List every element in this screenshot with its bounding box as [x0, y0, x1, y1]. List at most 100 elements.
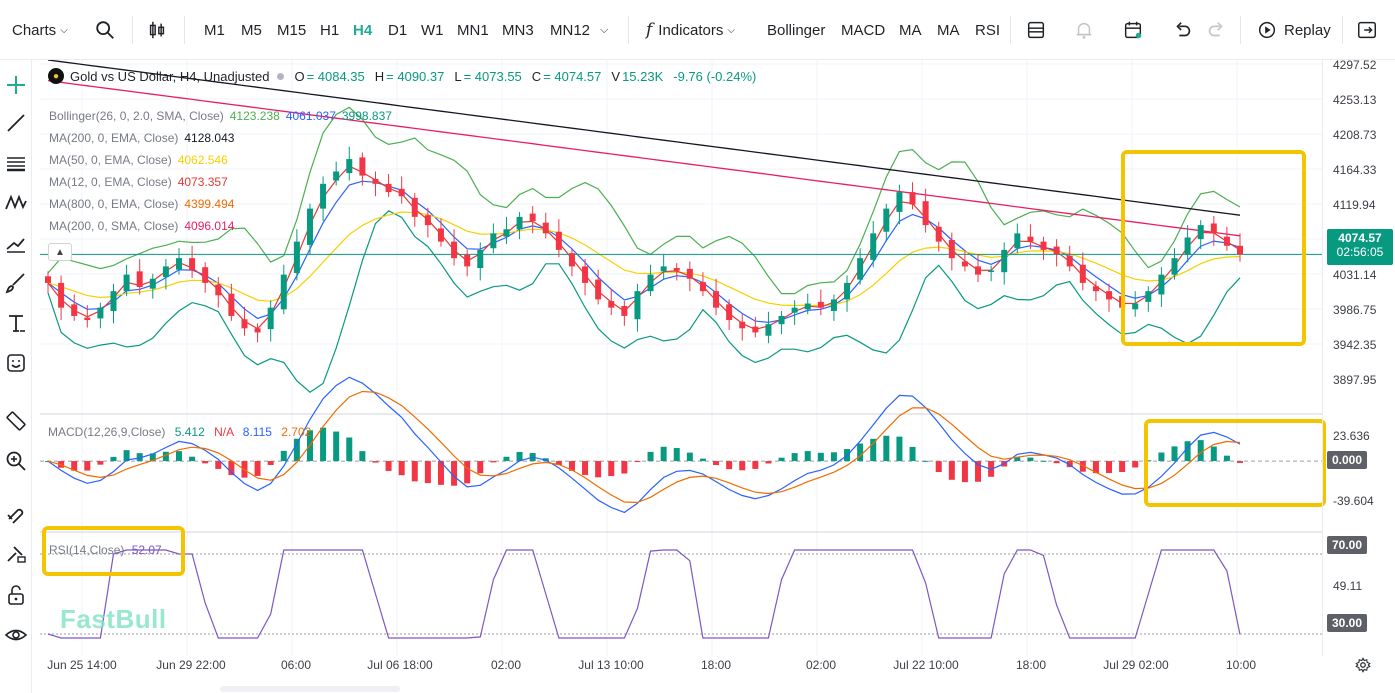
legend-row[interactable]: MA(200, 0, SMA, Close) 4096.014 — [49, 219, 234, 233]
legend-row[interactable]: MA(50, 0, EMA, Close) 4062.546 — [49, 153, 228, 167]
macd-histogram-bar — [189, 456, 196, 462]
search-icon[interactable] — [94, 0, 116, 60]
open-key: O — [294, 68, 305, 84]
macd-histogram-bar — [778, 457, 785, 462]
legend-value: 4096.014 — [184, 219, 235, 233]
magnet-icon[interactable] — [3, 500, 29, 526]
candle-body — [320, 183, 327, 209]
horizontal-lines-icon[interactable] — [3, 150, 29, 176]
rsi-label: RSI(14,Close) — [49, 543, 125, 557]
macd-histogram-bar — [870, 438, 877, 462]
ma200-ema-line — [47, 60, 1241, 216]
candle-body — [582, 266, 589, 283]
timeframe-w1[interactable]: W1 — [421, 21, 444, 39]
volume-key: V — [611, 68, 621, 84]
timeframe-mn1[interactable]: MN1 — [457, 21, 489, 39]
chart-canvas[interactable] — [40, 60, 1322, 656]
candle-body — [975, 266, 982, 275]
emoji-icon[interactable] — [3, 350, 29, 376]
timeframe-h4[interactable]: H4 — [353, 21, 373, 39]
highlight-box-macd — [1144, 419, 1326, 507]
legend-row[interactable]: Bollinger(26, 0, 2.0, SMA, Close) 4123.23… — [49, 109, 392, 123]
lock-icon[interactable] — [3, 582, 29, 608]
macd-histogram-bar — [975, 461, 982, 482]
timeframe-m15[interactable]: M15 — [277, 21, 307, 39]
indicator-ma-1[interactable]: MA — [899, 21, 922, 39]
indicator-bollinger[interactable]: Bollinger — [767, 21, 826, 39]
macd-histogram-bar — [136, 453, 143, 462]
calendar-icon[interactable] — [1122, 0, 1144, 60]
eye-icon[interactable] — [3, 622, 29, 648]
rsi-legend[interactable]: RSI(14,Close) 52.07 — [49, 543, 162, 557]
timeframe-mn12[interactable]: MN12 — [550, 21, 591, 39]
macd-histogram-bar — [595, 461, 602, 478]
bollinger-upper-line — [47, 106, 1241, 295]
indicator-ma-2[interactable]: MA — [937, 21, 960, 39]
legend-label: MA(800, 0, EMA, Close) — [49, 197, 179, 211]
crosshair-icon[interactable] — [3, 72, 29, 98]
candle-body — [1223, 236, 1230, 246]
lock-drawing-icon[interactable] — [3, 540, 29, 566]
gear-icon[interactable] — [1354, 656, 1374, 676]
legend-label: Bollinger(26, 0, 2.0, SMA, Close) — [49, 109, 224, 123]
current-price-badge: 4074.57 02:56:05 — [1327, 229, 1393, 265]
timeframe-m1[interactable]: M1 — [204, 21, 225, 39]
brush-icon[interactable] — [3, 270, 29, 296]
fullscreen-icon[interactable] — [1356, 0, 1378, 60]
replay-button[interactable]: Replay — [1256, 0, 1331, 60]
pattern-icon[interactable] — [3, 190, 29, 216]
redo-icon[interactable] — [1205, 0, 1227, 60]
timeframe-mn3[interactable]: MN3 — [502, 21, 534, 39]
zoom-in-icon[interactable] — [3, 448, 29, 474]
indicator-macd[interactable]: MACD — [841, 21, 886, 39]
macd-histogram-bar — [1132, 461, 1139, 468]
indicator-rsi[interactable]: RSI — [975, 21, 1001, 39]
indicators-button[interactable]: f Indicators ⌵ — [646, 0, 735, 60]
layout-icon[interactable] — [1025, 0, 1047, 60]
macd-histogram-bar — [84, 461, 91, 471]
candle-body — [451, 241, 458, 259]
text-tool-icon[interactable] — [3, 310, 29, 336]
low-key: L — [454, 68, 462, 84]
time-scrollbar[interactable] — [220, 686, 400, 692]
timeframe-m5[interactable]: M5 — [241, 21, 262, 39]
timeframes-chevron-down-icon[interactable]: ⌵ — [600, 23, 609, 36]
candle-body — [215, 284, 222, 296]
trend-line-icon[interactable] — [3, 110, 29, 136]
price-axis[interactable]: 4297.52 4253.13 4208.73 4164.33 4119.94 … — [1322, 58, 1395, 656]
time-tick: Jun 25 14:00 — [47, 658, 117, 672]
macd-legend[interactable]: MACD(12,26,9,Close) 5.412 N/A 8.115 2.70… — [48, 425, 311, 439]
candle-body — [280, 274, 287, 310]
legend-row[interactable]: MA(12, 0, EMA, Close) 4073.357 — [49, 175, 228, 189]
undo-icon[interactable] — [1172, 0, 1194, 60]
high-key: H — [374, 68, 385, 84]
candle-body — [346, 159, 353, 174]
timeframe-d1[interactable]: D1 — [388, 21, 408, 39]
candle-body — [1106, 291, 1113, 300]
candle-body — [202, 267, 209, 283]
candle-body — [1001, 249, 1008, 273]
candle-body — [71, 304, 78, 316]
candle-type-icon[interactable] — [146, 0, 168, 60]
macd-histogram-bar — [1145, 460, 1152, 462]
time-axis[interactable]: Jun 25 14:00 Jun 29 22:00 06:00 Jul 06 1… — [40, 656, 1322, 693]
time-tick: 06:00 — [280, 658, 312, 672]
alert-icon[interactable] — [1073, 0, 1095, 60]
macd-histogram-bar — [634, 461, 641, 463]
macd-histogram-bar — [280, 450, 287, 462]
forecast-icon[interactable] — [3, 230, 29, 256]
macd-line — [47, 376, 1241, 514]
legend-row[interactable]: MA(800, 0, EMA, Close) 4399.494 — [49, 197, 234, 211]
macd-histogram-bar — [1158, 452, 1165, 462]
macd-histogram-bar — [935, 461, 942, 473]
charts-menu-button[interactable]: Charts ⌵ — [4, 0, 76, 60]
chart-area[interactable] — [40, 60, 1322, 656]
collapse-legend-button[interactable]: ▲ — [48, 243, 72, 261]
candle-body — [1171, 258, 1178, 275]
macd-histogram-bar — [1210, 446, 1217, 462]
legend-row[interactable]: MA(200, 0, EMA, Close) 4128.043 — [49, 131, 234, 145]
timeframe-h1[interactable]: H1 — [320, 21, 340, 39]
candle-body — [634, 291, 641, 320]
legend-value: 4128.043 — [184, 131, 235, 145]
ruler-icon[interactable] — [3, 408, 29, 434]
